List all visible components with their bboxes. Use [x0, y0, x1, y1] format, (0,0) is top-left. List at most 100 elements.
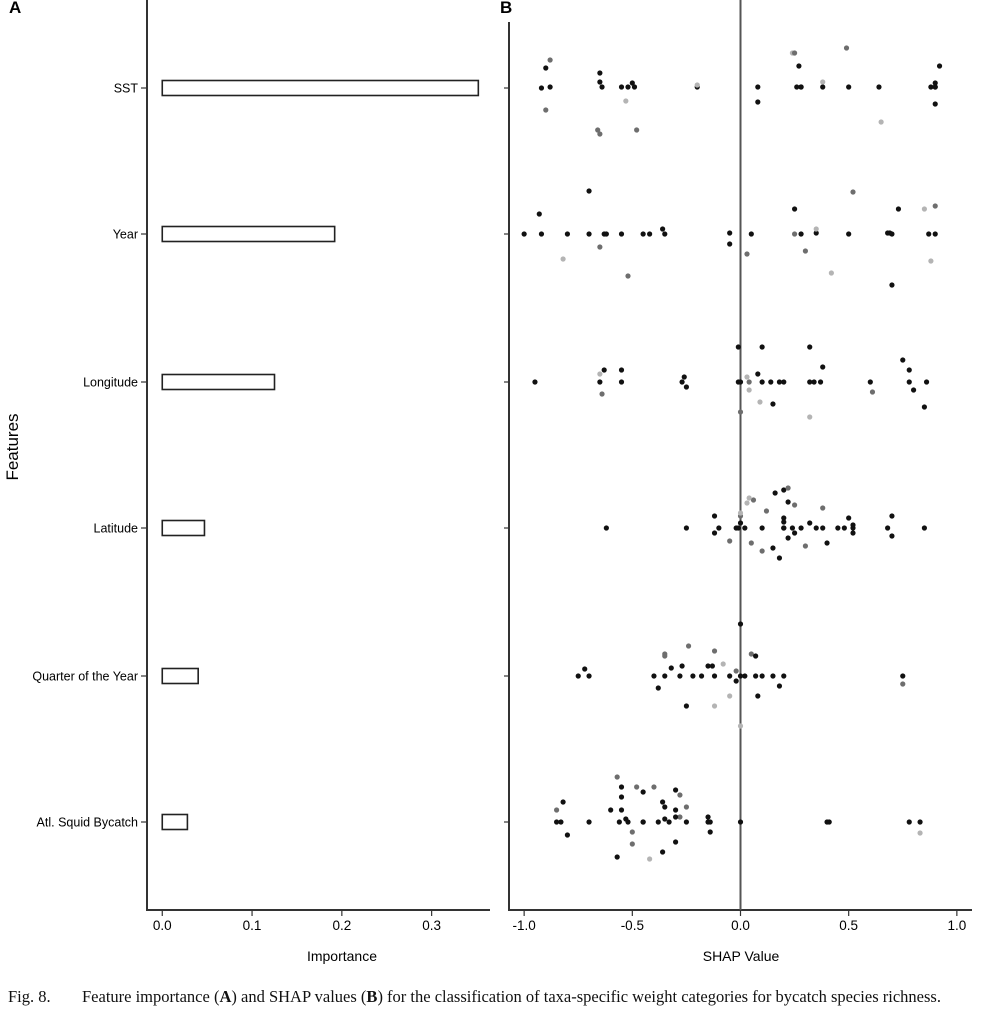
shap-point-quarter-of-the-year	[727, 673, 733, 679]
shap-point-latitude	[850, 530, 856, 536]
shap-point-sst	[694, 82, 700, 88]
caption-text-3: ) for the classification of taxa-specifi…	[377, 987, 941, 1006]
importance-bar-year	[161, 225, 336, 243]
shap-point-latitude	[781, 525, 787, 531]
category-label-atl-squid-bycatch: Atl. Squid Bycatch	[37, 816, 138, 830]
shap-point-latitude	[789, 525, 796, 531]
shap-point-latitude	[781, 519, 787, 525]
shap-point-longitude	[906, 379, 912, 385]
shap-point-latitude	[921, 525, 928, 531]
shap-point-atl-squid-bycatch	[662, 804, 668, 810]
shap-point-atl-squid-bycatch	[707, 819, 713, 825]
shap-point-quarter-of-the-year	[733, 668, 739, 674]
shap-point-atl-squid-bycatch	[683, 804, 690, 810]
a-x-tick-label: 0.1	[243, 918, 262, 933]
shap-point-longitude	[737, 409, 744, 415]
shap-point-sst	[543, 65, 549, 71]
shap-point-year	[625, 273, 631, 279]
shap-point-sst	[597, 70, 603, 76]
shap-point-latitude	[807, 520, 813, 526]
shap-point-longitude	[820, 364, 826, 370]
shap-point-year	[791, 206, 798, 212]
shap-point-year	[660, 226, 666, 232]
shap-point-quarter-of-the-year	[759, 673, 765, 679]
panel-a-axes	[146, 0, 490, 911]
shap-point-sst	[820, 79, 826, 85]
shap-point-latitude	[785, 485, 791, 491]
shap-point-atl-squid-bycatch	[640, 789, 646, 795]
shap-point-year	[798, 231, 804, 237]
shap-point-longitude	[768, 379, 774, 385]
shap-point-quarter-of-the-year	[737, 673, 744, 679]
shap-point-sst	[631, 84, 638, 90]
shap-point-atl-squid-bycatch	[660, 799, 666, 805]
shap-point-quarter-of-the-year	[709, 663, 715, 669]
shap-point-latitude	[889, 533, 895, 539]
shap-point-year	[802, 248, 809, 254]
shap-point-latitude	[885, 525, 891, 531]
shap-point-quarter-of-the-year	[900, 681, 906, 687]
shap-point-sst	[936, 63, 943, 69]
panel-a-category-labels: SST Year Longitude Latitude Quarter of the Y…	[32, 82, 147, 830]
shap-point-quarter-of-the-year	[685, 643, 692, 649]
shap-point-sst	[878, 119, 884, 125]
shap-point-latitude	[785, 535, 791, 541]
shap-point-quarter-of-the-year	[770, 673, 776, 679]
shap-point-longitude	[923, 379, 930, 385]
b-x-tick-label: 0.0	[731, 918, 750, 933]
shap-point-sst	[625, 84, 631, 90]
shap-point-sst	[543, 107, 549, 113]
shap-point-longitude	[746, 387, 752, 393]
shap-point-year	[662, 231, 668, 237]
shap-point-sst	[538, 85, 545, 91]
shap-point-sst	[618, 84, 625, 90]
shap-point-sst	[932, 80, 938, 86]
shap-point-atl-squid-bycatch	[705, 814, 711, 820]
shap-point-quarter-of-the-year	[753, 673, 759, 679]
shap-point-longitude	[744, 374, 750, 380]
shap-point-sst	[846, 84, 852, 90]
shap-point-sst	[843, 45, 850, 51]
shap-point-year	[926, 231, 932, 237]
shap-point-longitude	[781, 379, 787, 385]
shap-point-sst	[547, 57, 553, 63]
shap-point-year	[813, 226, 819, 232]
caption-bold-b: B	[366, 987, 378, 1006]
shap-point-longitude	[921, 404, 928, 410]
shap-point-latitude	[683, 525, 690, 531]
a-x-tick-label: 0.3	[422, 918, 441, 933]
shap-point-quarter-of-the-year	[651, 673, 657, 679]
shap-point-year	[895, 206, 902, 212]
shap-point-sst	[547, 84, 553, 90]
shap-point-longitude	[757, 399, 763, 405]
shap-point-sst	[820, 84, 826, 90]
panel-a-bars	[161, 79, 480, 831]
caption-text-1: Feature importance (	[82, 987, 220, 1006]
figure-canvas: A B Features SST Year Longitude Latitude Qua…	[3, 0, 972, 964]
shap-point-latitude	[744, 500, 750, 506]
shap-point-year	[618, 231, 625, 237]
shap-point-atl-squid-bycatch	[558, 819, 564, 825]
shap-point-atl-squid-bycatch	[917, 830, 923, 836]
shap-point-quarter-of-the-year	[727, 693, 733, 699]
shap-point-year	[791, 231, 798, 237]
shap-point-atl-squid-bycatch	[614, 854, 620, 860]
shap-point-atl-squid-bycatch	[651, 784, 657, 790]
shap-point-longitude	[906, 367, 912, 373]
shap-point-year	[536, 211, 542, 217]
shap-point-sst	[623, 98, 629, 104]
shap-point-latitude	[735, 525, 741, 531]
shap-point-sst	[755, 84, 761, 90]
shap-point-atl-squid-bycatch	[672, 814, 679, 820]
shap-point-quarter-of-the-year	[737, 621, 744, 627]
shap-point-atl-squid-bycatch	[672, 807, 679, 813]
shap-point-latitude	[742, 525, 748, 531]
shap-point-quarter-of-the-year	[711, 648, 718, 654]
category-label-latitude: Latitude	[94, 522, 139, 536]
shap-point-year	[727, 230, 733, 236]
shap-point-atl-squid-bycatch	[616, 819, 622, 825]
b-x-tick-label: -1.0	[513, 918, 536, 933]
shap-point-year	[640, 231, 646, 237]
panel-b-x-axis-title: SHAP Value	[703, 948, 780, 964]
shap-point-atl-squid-bycatch	[608, 807, 614, 813]
